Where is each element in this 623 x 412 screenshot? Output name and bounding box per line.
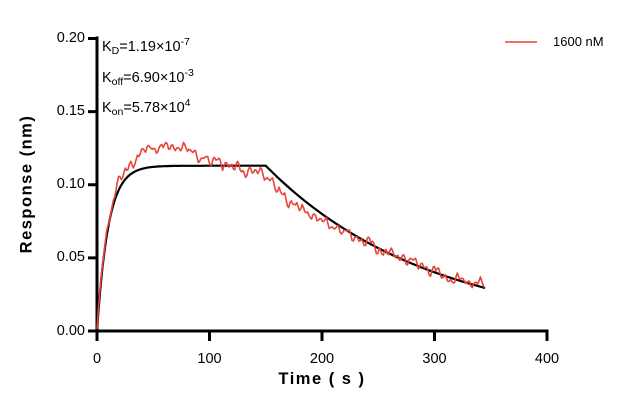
y-tick-label: 0.00 — [56, 322, 85, 339]
measured-curve — [96, 141, 486, 330]
y-tick-label: 0.20 — [56, 30, 85, 46]
legend-label: 1600 nM — [553, 34, 604, 49]
y-tick-label: 0.05 — [56, 249, 85, 266]
kinetics-annotation: KD=1.19×10-7 Koff=6.90×10-3 Kon=5.78×104 — [102, 32, 194, 124]
x-tick-label: 400 — [534, 351, 560, 367]
y-tick-label: 0.10 — [56, 176, 85, 193]
y-axis-ticks — [88, 37, 97, 333]
koff-annotation: Koff=6.90×10-3 — [102, 66, 194, 88]
kon-annotation: Kon=5.78×104 — [102, 97, 191, 118]
x-tick-label: 0 — [92, 351, 102, 367]
x-tick-label: 200 — [309, 351, 335, 367]
x-axis-title: Time ( s ) — [278, 370, 366, 388]
fit-curve — [95, 164, 486, 332]
x-tick-label: 300 — [422, 351, 447, 367]
y-axis-title: Response (nm) — [17, 114, 36, 254]
x-axis-ticks — [95, 331, 549, 341]
y-tick-label: 0.15 — [56, 103, 85, 120]
kd-annotation: KD=1.19×10-7 — [102, 36, 190, 57]
x-tick-label: 100 — [197, 351, 222, 367]
